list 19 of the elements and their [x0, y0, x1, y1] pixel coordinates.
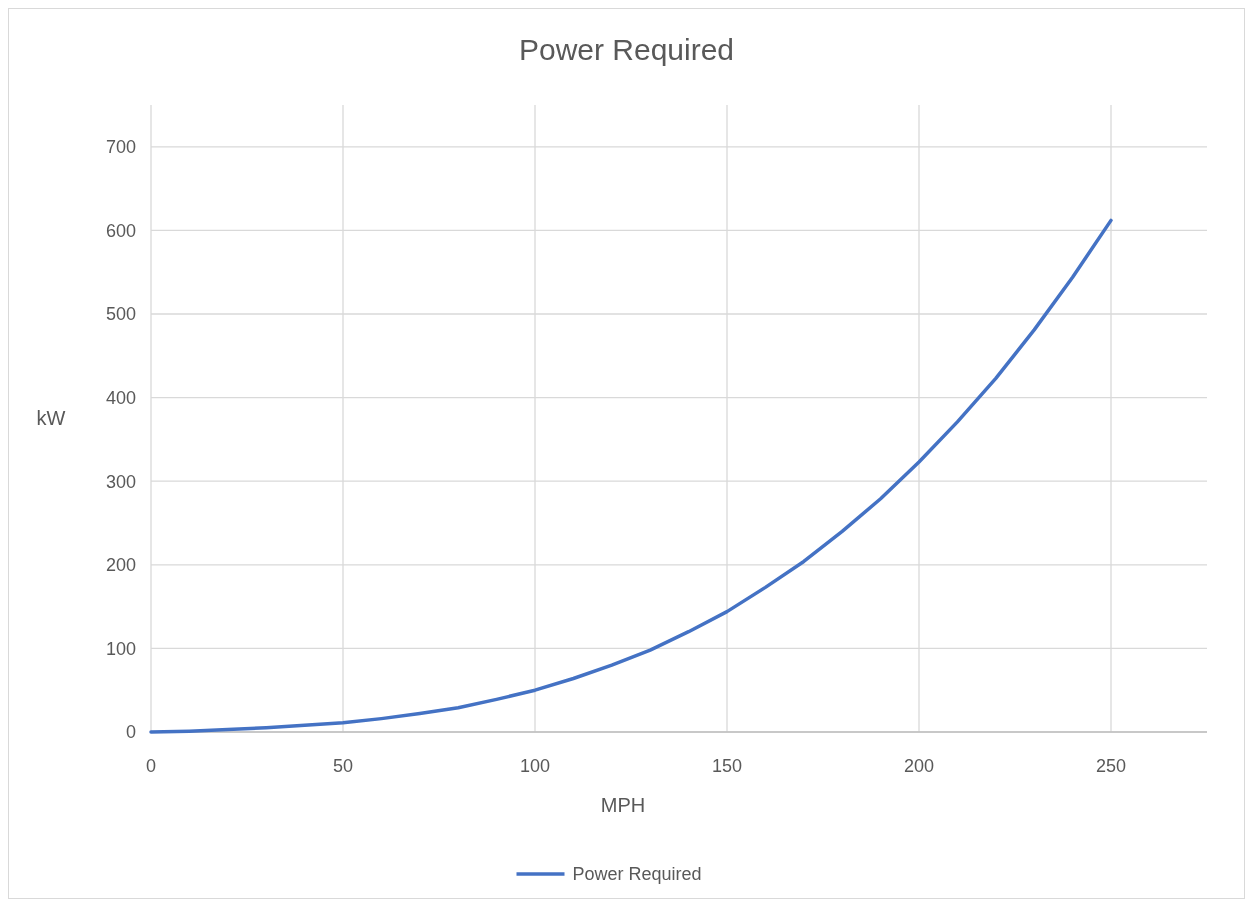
x-tick-label: 50: [332, 756, 354, 776]
y-axis-title: kW: [36, 406, 66, 429]
chart-title: Power Required: [518, 33, 735, 66]
x-tick-label: 150: [711, 756, 743, 776]
y-tick-label: 200: [105, 555, 136, 576]
x-tick-label: 100: [519, 756, 551, 776]
x-tick-label: 0: [145, 756, 157, 776]
y-tick-label: 500: [105, 304, 136, 325]
y-tick-label: 700: [105, 137, 136, 158]
y-tick-label: 600: [105, 220, 136, 241]
y-tick-label: 100: [105, 638, 136, 659]
y-tick-label: 400: [105, 387, 136, 408]
y-tick-label: 0: [125, 722, 136, 743]
x-tick-label: 250: [1095, 756, 1127, 776]
line-series: [149, 218, 1113, 734]
x-axis-title: MPH: [600, 794, 646, 816]
x-tick-label: 200: [903, 756, 935, 776]
legend-label: Power Required: [572, 864, 702, 885]
y-tick-label: 300: [105, 471, 136, 492]
